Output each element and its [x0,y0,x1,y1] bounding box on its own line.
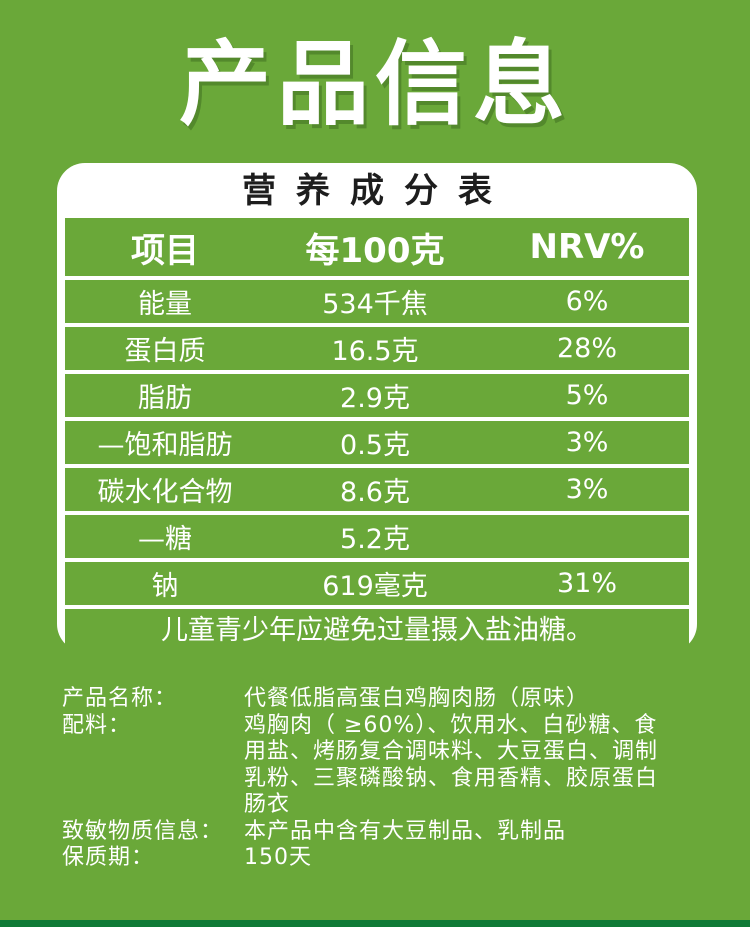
allergen-label: 致敏物质信息： [62,818,224,844]
shelf-life-value: 150天 [244,845,312,870]
info-row-allergen: 致敏物质信息： 本产品中含有大豆制品、乳制品 [62,819,712,846]
row-nrv: 3% [485,468,689,515]
bottom-stripe [0,920,750,927]
ingredients-line: 乳粉、三聚磷酸钠、食用香精、胶原蛋白 [244,765,659,791]
row-value: 5.2克 [265,515,485,562]
row-nrv: 31% [485,562,689,609]
ingredients-label: 配料： [62,712,132,738]
row-item: 能量 [65,280,265,327]
row-nrv: 3% [485,421,689,468]
row-nrv: 5% [485,374,689,421]
row-nrv: 28% [485,327,689,374]
row-value: 0.5克 [265,421,485,468]
header-per100g: 每100克 [265,218,485,280]
table-row: —饱和脂肪 0.5克 3% [65,421,689,468]
ingredients-line: 鸡胸肉（ ≥60%）、饮用水、白砂糖、食 [244,712,658,738]
ingredients-value: 鸡胸肉（ ≥60%）、饮用水、白砂糖、食 用盐、烤肠复合调味料、大豆蛋白、调制 … [244,713,712,819]
row-item: —饱和脂肪 [65,421,265,468]
nutrition-table: 项目 每100克 NRV% 能量 534千焦 6% 蛋白质 16.5克 28% … [65,218,689,609]
table-row: 脂肪 2.9克 5% [65,374,689,421]
table-row: 碳水化合物 8.6克 3% [65,468,689,515]
nutrition-table-title: 营养成分表 [242,171,512,211]
row-value: 8.6克 [265,468,485,515]
table-header-row: 项目 每100克 NRV% [65,218,689,280]
row-item: —糖 [65,515,265,562]
header-item: 项目 [65,218,265,280]
allergen-value: 本产品中含有大豆制品、乳制品 [244,818,567,844]
row-value: 534千焦 [265,280,485,327]
info-row-shelf-life: 保质期： 150天 [62,845,712,872]
row-value: 619毫克 [265,562,485,609]
ingredients-line: 用盐、烤肠复合调味料、大豆蛋白、调制 [244,739,659,764]
info-row-name: 产品名称： 代餐低脂高蛋白鸡胸肉肠（原味） [62,686,712,713]
row-item: 蛋白质 [65,327,265,374]
row-item: 碳水化合物 [65,468,265,515]
table-note: 儿童青少年应避免过量摄入盐油糖。 [65,609,689,653]
table-row: 蛋白质 16.5克 28% [65,327,689,374]
nutrition-table-card: 营养成分表 项目 每100克 NRV% 能量 534千焦 6% 蛋白质 16.5… [57,163,697,653]
row-value: 16.5克 [265,327,485,374]
table-row: —糖 5.2克 [65,515,689,562]
row-nrv: 6% [485,280,689,327]
product-name-label: 产品名称： [62,686,178,711]
row-item: 钠 [65,562,265,609]
row-nrv [485,515,689,562]
info-row-ingredients: 配料： 鸡胸肉（ ≥60%）、饮用水、白砂糖、食 用盐、烤肠复合调味料、大豆蛋白… [62,713,712,819]
shelf-life-label: 保质期： [62,845,155,870]
table-row: 钠 619毫克 31% [65,562,689,609]
row-value: 2.9克 [265,374,485,421]
header-nrv: NRV% [485,218,689,280]
product-name-value: 代餐低脂高蛋白鸡胸肉肠（原味） [244,686,590,711]
row-item: 脂肪 [65,374,265,421]
ingredients-line: 肠衣 [244,792,291,817]
table-row: 能量 534千焦 6% [65,280,689,327]
page-title: 产品信息 [178,31,571,138]
product-info: 产品名称： 代餐低脂高蛋白鸡胸肉肠（原味） 配料： 鸡胸肉（ ≥60%）、饮用水… [62,686,712,872]
